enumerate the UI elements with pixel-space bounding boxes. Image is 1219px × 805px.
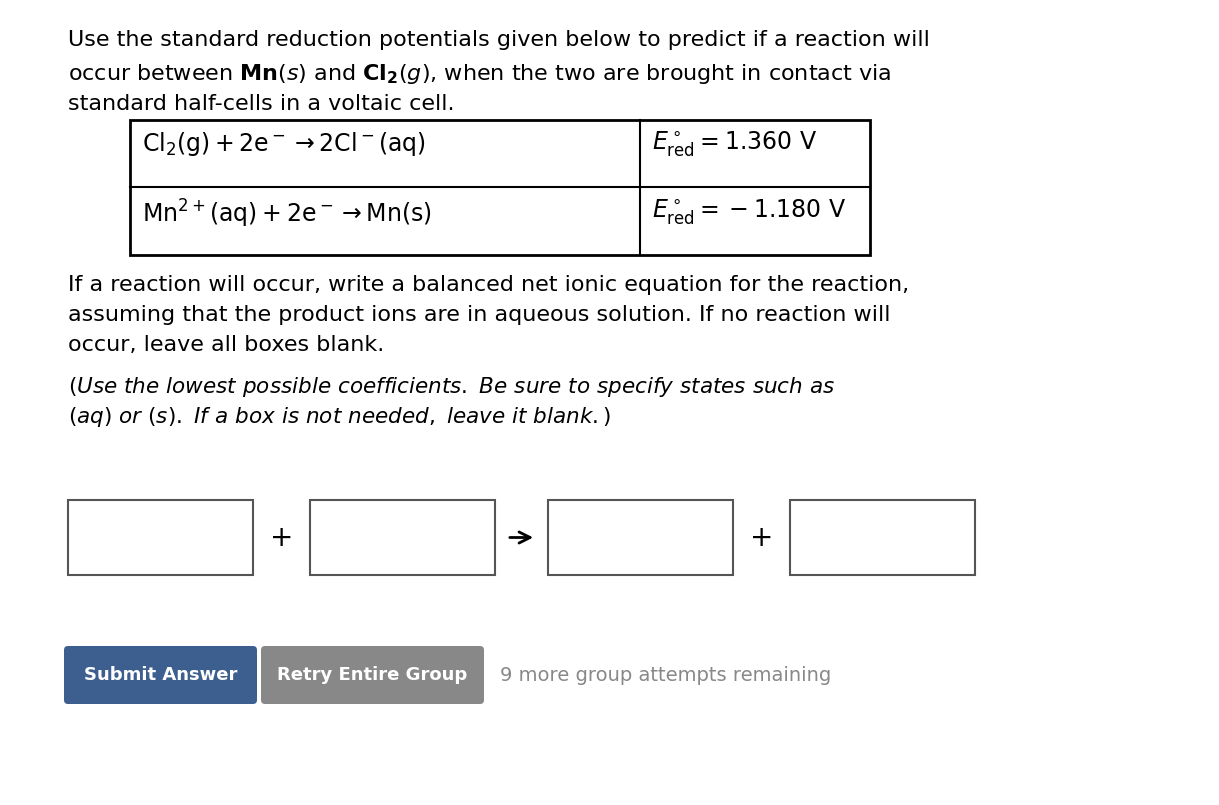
Text: $E^\circ_{\mathrm{red}} = 1.360\ \mathrm{V}$: $E^\circ_{\mathrm{red}} = 1.360\ \mathrm… <box>652 130 818 159</box>
Text: assuming that the product ions are in aqueous solution. If no reaction will: assuming that the product ions are in aq… <box>68 305 891 325</box>
Text: +: + <box>269 523 294 551</box>
Text: standard half-cells in a voltaic cell.: standard half-cells in a voltaic cell. <box>68 94 455 114</box>
Bar <box>310 500 495 575</box>
Bar <box>68 500 254 575</box>
Text: Retry Entire Group: Retry Entire Group <box>278 666 468 684</box>
Text: If a reaction will occur, write a balanced net ionic equation for the reaction,: If a reaction will occur, write a balanc… <box>68 275 909 295</box>
Text: $\mathrm{Cl_2(g) + 2e^- \rightarrow 2Cl^-(aq)}$: $\mathrm{Cl_2(g) + 2e^- \rightarrow 2Cl^… <box>141 130 425 158</box>
Text: $\mathrm{Mn^{2+}(aq) + 2e^- \rightarrow Mn(s)}$: $\mathrm{Mn^{2+}(aq) + 2e^- \rightarrow … <box>141 197 432 229</box>
Bar <box>130 120 870 255</box>
Text: $E^\circ_{\mathrm{red}} = -1.180\ \mathrm{V}$: $E^\circ_{\mathrm{red}} = -1.180\ \mathr… <box>652 197 846 227</box>
Text: $\mathit{(Use\ the\ lowest\ possible\ coefficients.\ Be\ sure\ to\ specify\ stat: $\mathit{(Use\ the\ lowest\ possible\ co… <box>68 375 835 399</box>
Text: Submit Answer: Submit Answer <box>84 666 238 684</box>
Text: occur between $\mathbf{Mn}$$($$\mathit{s}$$)$ and $\mathbf{Cl_2}$$($$\mathit{g}$: occur between $\mathbf{Mn}$$($$\mathit{s… <box>68 62 891 86</box>
FancyBboxPatch shape <box>261 646 484 704</box>
Bar <box>549 500 733 575</box>
Text: Use the standard reduction potentials given below to predict if a reaction will: Use the standard reduction potentials gi… <box>68 30 930 50</box>
Text: +: + <box>750 523 773 551</box>
Text: $\mathit{(aq)\ or\ (s).\ If\ a\ box\ is\ not\ needed,\ leave\ it\ blank.)}$: $\mathit{(aq)\ or\ (s).\ If\ a\ box\ is\… <box>68 405 611 429</box>
Bar <box>790 500 975 575</box>
Text: occur, leave all boxes blank.: occur, leave all boxes blank. <box>68 335 384 355</box>
Text: 9 more group attempts remaining: 9 more group attempts remaining <box>500 666 831 684</box>
FancyBboxPatch shape <box>65 646 257 704</box>
